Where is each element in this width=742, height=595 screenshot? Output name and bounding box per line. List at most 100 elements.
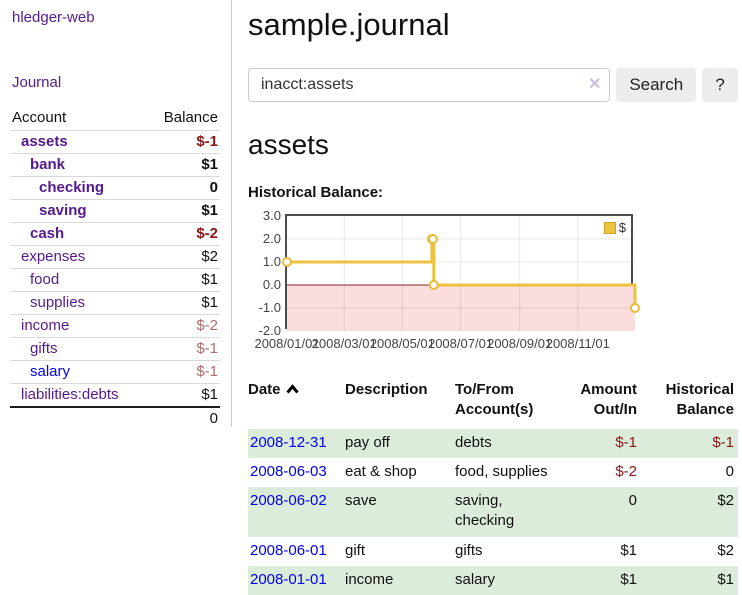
accounts-header-balance: Balance — [147, 107, 220, 131]
register-accounts-cell: gifts — [455, 537, 558, 566]
account-link[interactable]: liabilities:debts — [21, 386, 119, 403]
register-balance-cell: 0 — [641, 458, 738, 487]
search-button[interactable]: Search — [616, 68, 696, 102]
account-row: gifts $-1 — [10, 338, 220, 361]
account-link[interactable]: salary — [30, 363, 70, 380]
account-row: income $-2 — [10, 315, 220, 338]
account-name-cell: cash — [10, 223, 147, 246]
account-balance: $2 — [147, 246, 220, 269]
search-form: ✕ Search ? — [248, 68, 738, 102]
accounts-total-row: 0 — [10, 407, 220, 430]
chart-svg — [287, 216, 635, 331]
account-balance: $1 — [147, 292, 220, 315]
register-header-date-label: Date — [248, 381, 281, 398]
transaction-date-link[interactable]: 2008-12-31 — [250, 434, 327, 451]
account-link[interactable]: saving — [39, 202, 87, 219]
account-link[interactable]: bank — [30, 156, 65, 173]
x-tick-label: 2008/07/01 — [428, 336, 493, 351]
account-link[interactable]: food — [30, 271, 59, 288]
register-amount-cell: $-1 — [558, 429, 641, 458]
x-tick-label: 2008/03/01 — [312, 336, 377, 351]
accounts-total-value: 0 — [147, 407, 220, 430]
account-row: assets $-1 — [10, 131, 220, 154]
register-amount-cell: $1 — [558, 537, 641, 566]
search-input[interactable] — [248, 68, 610, 102]
account-name-cell: liabilities:debts — [10, 384, 147, 408]
chart-plot-area: $ — [285, 214, 633, 329]
register-amount-cell: $1 — [558, 566, 641, 595]
register-header-accounts[interactable]: To/From Account(s) — [455, 378, 558, 429]
search-input-wrap: ✕ — [248, 68, 610, 102]
transaction-date-link[interactable]: 2008-06-03 — [250, 463, 327, 480]
register-amount-cell: 0 — [558, 487, 641, 537]
account-row: expenses $2 — [10, 246, 220, 269]
account-balance: $-2 — [147, 315, 220, 338]
transaction-date-link[interactable]: 2008-06-02 — [250, 492, 327, 509]
register-balance-cell: $1 — [641, 566, 738, 595]
accounts-header-account: Account — [10, 107, 147, 131]
account-balance: $-2 — [147, 223, 220, 246]
register-date-cell: 2008-12-31 — [248, 429, 345, 458]
account-link[interactable]: cash — [30, 225, 64, 242]
x-tick-label: 2008/01/01 — [254, 336, 319, 351]
legend-swatch-icon — [604, 222, 616, 234]
register-header-date[interactable]: Date — [248, 378, 345, 429]
account-link[interactable]: gifts — [30, 340, 58, 357]
account-name-cell: assets — [10, 131, 147, 154]
register-accounts-cell: salary — [455, 566, 558, 595]
y-tick-label: 2.0 — [248, 231, 281, 247]
account-balance: $1 — [147, 384, 220, 408]
account-name-cell: salary — [10, 361, 147, 384]
register-date-cell: 2008-06-01 — [248, 537, 345, 566]
app-title-link[interactable]: hledger-web — [12, 9, 231, 26]
account-balance: $-1 — [147, 338, 220, 361]
transaction-date-link[interactable]: 2008-01-01 — [250, 571, 327, 588]
account-name-cell: saving — [10, 200, 147, 223]
accounts-total-spacer — [10, 407, 147, 430]
account-name-cell: supplies — [10, 292, 147, 315]
register-header-balance[interactable]: Historical Balance — [641, 378, 738, 429]
y-tick-label: 0.0 — [248, 277, 281, 293]
sidebar-item-journal[interactable]: Journal — [12, 74, 231, 91]
account-name-cell: income — [10, 315, 147, 338]
help-button[interactable]: ? — [702, 68, 738, 102]
register-header-amount[interactable]: Amount Out/In — [558, 378, 641, 429]
page-title: sample.journal — [248, 7, 738, 43]
register-description-cell: income — [345, 566, 455, 595]
account-row: salary $-1 — [10, 361, 220, 384]
account-balance: $-1 — [147, 131, 220, 154]
register-date-cell: 2008-06-02 — [248, 487, 345, 537]
account-row: bank$1 — [10, 154, 220, 177]
x-tick-label: 2008/11/01 — [546, 336, 610, 351]
y-tick-label: 1.0 — [248, 254, 281, 270]
account-balance: $-1 — [147, 361, 220, 384]
register-description-cell: save — [345, 487, 455, 537]
y-tick-label: 3.0 — [248, 208, 281, 224]
account-link[interactable]: expenses — [21, 248, 85, 265]
account-link[interactable]: income — [21, 317, 69, 334]
y-tick-label: -1.0 — [248, 300, 281, 316]
register-amount-cell: $-2 — [558, 458, 641, 487]
register-balance-cell: $-1 — [641, 429, 738, 458]
account-balance: $1 — [147, 269, 220, 292]
account-link[interactable]: checking — [39, 179, 104, 196]
register-balance-cell: $2 — [641, 537, 738, 566]
account-name-cell: bank — [10, 154, 147, 177]
register-header-description[interactable]: Description — [345, 378, 455, 429]
register-description-cell: pay off — [345, 429, 455, 458]
sidebar: hledger-web Journal Account Balance asse… — [0, 0, 232, 427]
register-accounts-cell: food, supplies — [455, 458, 558, 487]
account-link[interactable]: assets — [21, 133, 68, 150]
account-link[interactable]: supplies — [30, 294, 85, 311]
register-description-cell: eat & shop — [345, 458, 455, 487]
x-tick-label: 2008/05/01 — [370, 336, 435, 351]
legend-label: $ — [619, 220, 626, 235]
transaction-date-link[interactable]: 2008-06-01 — [250, 542, 327, 559]
clear-search-icon[interactable]: ✕ — [588, 75, 601, 95]
